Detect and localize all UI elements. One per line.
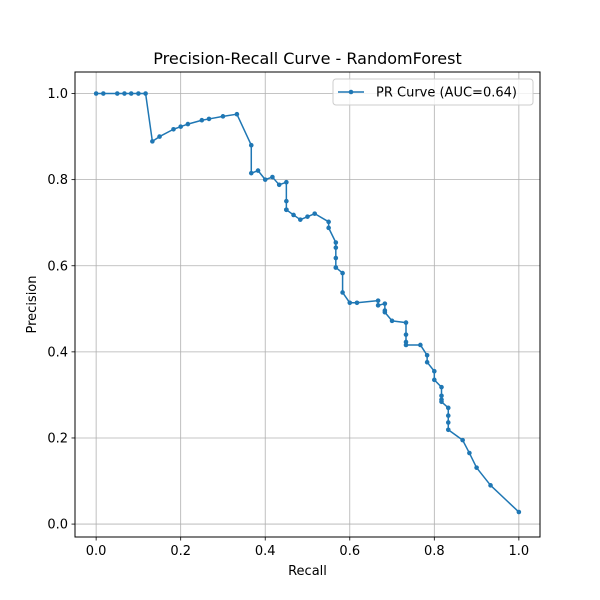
series-line-group — [96, 92, 520, 513]
x-axis-label: Recall — [288, 564, 327, 579]
data-point — [460, 437, 465, 443]
plot-frame — [74, 71, 541, 538]
data-point — [439, 393, 444, 399]
data-point — [220, 114, 226, 119]
data-point — [389, 318, 395, 324]
data-point — [234, 111, 240, 117]
data-point — [206, 116, 212, 122]
grid-lines — [75, 72, 540, 537]
data-point — [474, 465, 479, 470]
data-point — [439, 399, 444, 405]
data-point — [312, 211, 317, 216]
data-point — [114, 91, 120, 96]
data-point — [333, 245, 339, 250]
x-tick-label: 0.4 — [255, 544, 276, 559]
data-point — [143, 91, 148, 96]
data-point — [445, 405, 451, 411]
data-point — [445, 420, 451, 425]
y-tick-label: 0.4 — [47, 345, 68, 360]
data-point — [185, 121, 191, 127]
x-tick-label: 0.2 — [170, 544, 191, 559]
x-tick-label: 1.0 — [509, 544, 530, 559]
data-point — [171, 126, 176, 132]
data-point — [248, 170, 254, 176]
legend-label: PR Curve (AUC=0.64) — [376, 86, 517, 101]
data-point — [150, 139, 155, 144]
data-point — [136, 91, 141, 96]
data-point — [340, 290, 345, 295]
x-tick-label: 0.0 — [86, 544, 107, 559]
data-point — [382, 301, 388, 306]
data-point — [284, 198, 289, 204]
data-point — [347, 300, 353, 306]
x-tick-label: 0.6 — [339, 544, 360, 559]
axis-ticks: 0.0 0.2 0.4 0.6 0.8 1.0 0.0 0.2 0.4 0.6 0.8 1.0 — [47, 87, 529, 559]
data-point — [445, 427, 451, 433]
data-point — [516, 509, 522, 515]
data-point — [284, 207, 289, 213]
data-point — [255, 168, 261, 173]
data-point — [340, 270, 345, 276]
chart-title: Precision-Recall Curve - RandomForest — [153, 49, 461, 68]
data-point — [333, 240, 339, 245]
series-points-group — [93, 91, 522, 515]
legend-marker-swatch — [348, 89, 354, 95]
data-point — [326, 219, 331, 225]
data-point — [101, 91, 106, 96]
y-tick-label: 0.2 — [47, 431, 68, 446]
data-point — [291, 212, 296, 218]
data-point — [424, 359, 430, 365]
data-point — [333, 265, 339, 270]
data-point — [298, 217, 303, 222]
data-point — [262, 177, 268, 182]
data-point — [248, 142, 254, 148]
series-line — [96, 92, 520, 513]
data-point — [445, 413, 451, 418]
x-tick-label: 0.8 — [424, 544, 445, 559]
y-tick-label: 0.0 — [47, 518, 68, 533]
data-point — [439, 384, 444, 390]
y-axis-label: Precision — [25, 275, 40, 333]
data-point — [284, 179, 289, 185]
legend: PR Curve (AUC=0.64) — [332, 78, 534, 106]
data-point — [418, 342, 423, 348]
y-tick-label: 0.8 — [47, 173, 68, 188]
data-point — [403, 342, 409, 348]
data-point — [467, 450, 472, 456]
data-point — [178, 124, 183, 129]
data-point — [93, 91, 99, 96]
legend-box — [332, 78, 534, 106]
data-point — [305, 214, 310, 219]
data-point — [354, 300, 360, 306]
data-point — [375, 303, 381, 308]
data-point — [375, 298, 381, 303]
data-point — [199, 117, 205, 123]
y-tick-label: 1.0 — [47, 87, 68, 102]
data-point — [424, 353, 430, 358]
data-point — [432, 368, 437, 374]
y-tick-label: 0.6 — [47, 259, 68, 274]
data-point — [403, 320, 409, 325]
data-point — [157, 134, 162, 139]
data-point — [122, 91, 127, 96]
data-point — [382, 309, 388, 315]
data-point — [488, 483, 493, 488]
data-point — [326, 225, 331, 231]
data-point — [333, 255, 339, 261]
data-point — [270, 174, 275, 180]
data-point — [276, 182, 282, 188]
data-point — [403, 332, 409, 337]
data-point — [432, 377, 437, 383]
data-point — [128, 91, 134, 96]
